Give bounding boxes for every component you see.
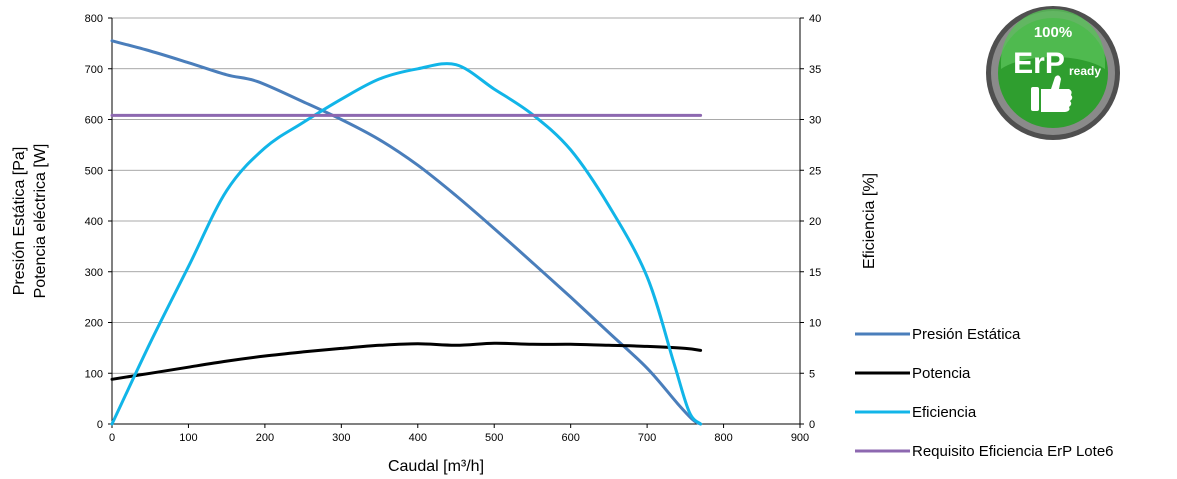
series-line-eficiencia xyxy=(110,62,703,426)
y-axis-title-power: Potencia eléctrica [W] xyxy=(32,144,49,299)
series-line-presion-estatica xyxy=(110,39,703,426)
x-tick-label: 600 xyxy=(561,432,579,444)
legend: Presión Estática Potencia Eficiencia Requis… xyxy=(855,326,1114,460)
legend-item-presion-estatica: Presión Estática xyxy=(855,326,1021,343)
x-axis-title: Caudal [m³/h] xyxy=(388,458,484,475)
series-line-potencia xyxy=(110,341,703,381)
badge-highlight xyxy=(1001,9,1105,69)
y-right-tick-label: 35 xyxy=(809,64,821,76)
x-tick-label: 100 xyxy=(179,432,197,444)
y-axis-title-pressure: Presión Estática [Pa] xyxy=(11,147,28,296)
legend-label: Eficiencia xyxy=(912,404,977,421)
y-left-tick-label: 200 xyxy=(85,318,103,330)
y-right-tick-label: 10 xyxy=(809,318,821,330)
y-right-tick-label: 15 xyxy=(809,267,821,279)
y-left-tick-label: 700 xyxy=(85,64,103,76)
x-tick-label: 900 xyxy=(791,432,809,444)
y-left-tick-label: 800 xyxy=(85,13,103,25)
x-tick-label: 500 xyxy=(485,432,503,444)
legend-label: Presión Estática xyxy=(912,326,1021,343)
badge-percent: 100% xyxy=(1034,24,1072,41)
legend-item-eficiencia: Eficiencia xyxy=(855,404,977,421)
legend-item-potencia: Potencia xyxy=(855,365,971,382)
y-left-tick-label: 400 xyxy=(85,216,103,228)
badge-brand: ErP xyxy=(1013,47,1065,80)
x-tick-label: 400 xyxy=(409,432,427,444)
legend-item-requisito-eficiencia-erp-lote6: Requisito Eficiencia ErP Lote6 xyxy=(855,443,1114,460)
y-right-tick-label: 40 xyxy=(809,13,821,25)
y-left-tick-label: 600 xyxy=(85,115,103,127)
axes xyxy=(108,17,804,428)
tick-labels: 0100200300400500600700800051015202530354… xyxy=(85,13,822,444)
y-right-tick-label: 25 xyxy=(809,165,821,177)
thumbs-up-icon xyxy=(1031,75,1073,112)
legend-label: Potencia xyxy=(912,365,971,382)
gridlines xyxy=(112,17,800,374)
legend-label: Requisito Eficiencia ErP Lote6 xyxy=(912,443,1114,460)
y-right-tick-label: 30 xyxy=(809,115,821,127)
x-tick-label: 0 xyxy=(109,432,115,444)
series-lines xyxy=(110,39,703,426)
y-right-tick-label: 0 xyxy=(809,419,815,431)
y-right-tick-label: 20 xyxy=(809,216,821,228)
erp-ready-badge: 100% ErP ready xyxy=(986,6,1120,140)
y-left-tick-label: 100 xyxy=(85,368,103,380)
y-right-tick-label: 5 xyxy=(809,368,815,380)
y-left-tick-label: 500 xyxy=(85,165,103,177)
badge-ready: ready xyxy=(1069,64,1101,78)
y-axis-title-efficiency: Eficiencia [%] xyxy=(861,173,878,269)
x-tick-label: 200 xyxy=(256,432,274,444)
x-tick-label: 800 xyxy=(714,432,732,444)
y-left-tick-label: 300 xyxy=(85,267,103,279)
x-tick-label: 700 xyxy=(638,432,656,444)
x-tick-label: 300 xyxy=(332,432,350,444)
y-left-tick-label: 0 xyxy=(97,419,103,431)
